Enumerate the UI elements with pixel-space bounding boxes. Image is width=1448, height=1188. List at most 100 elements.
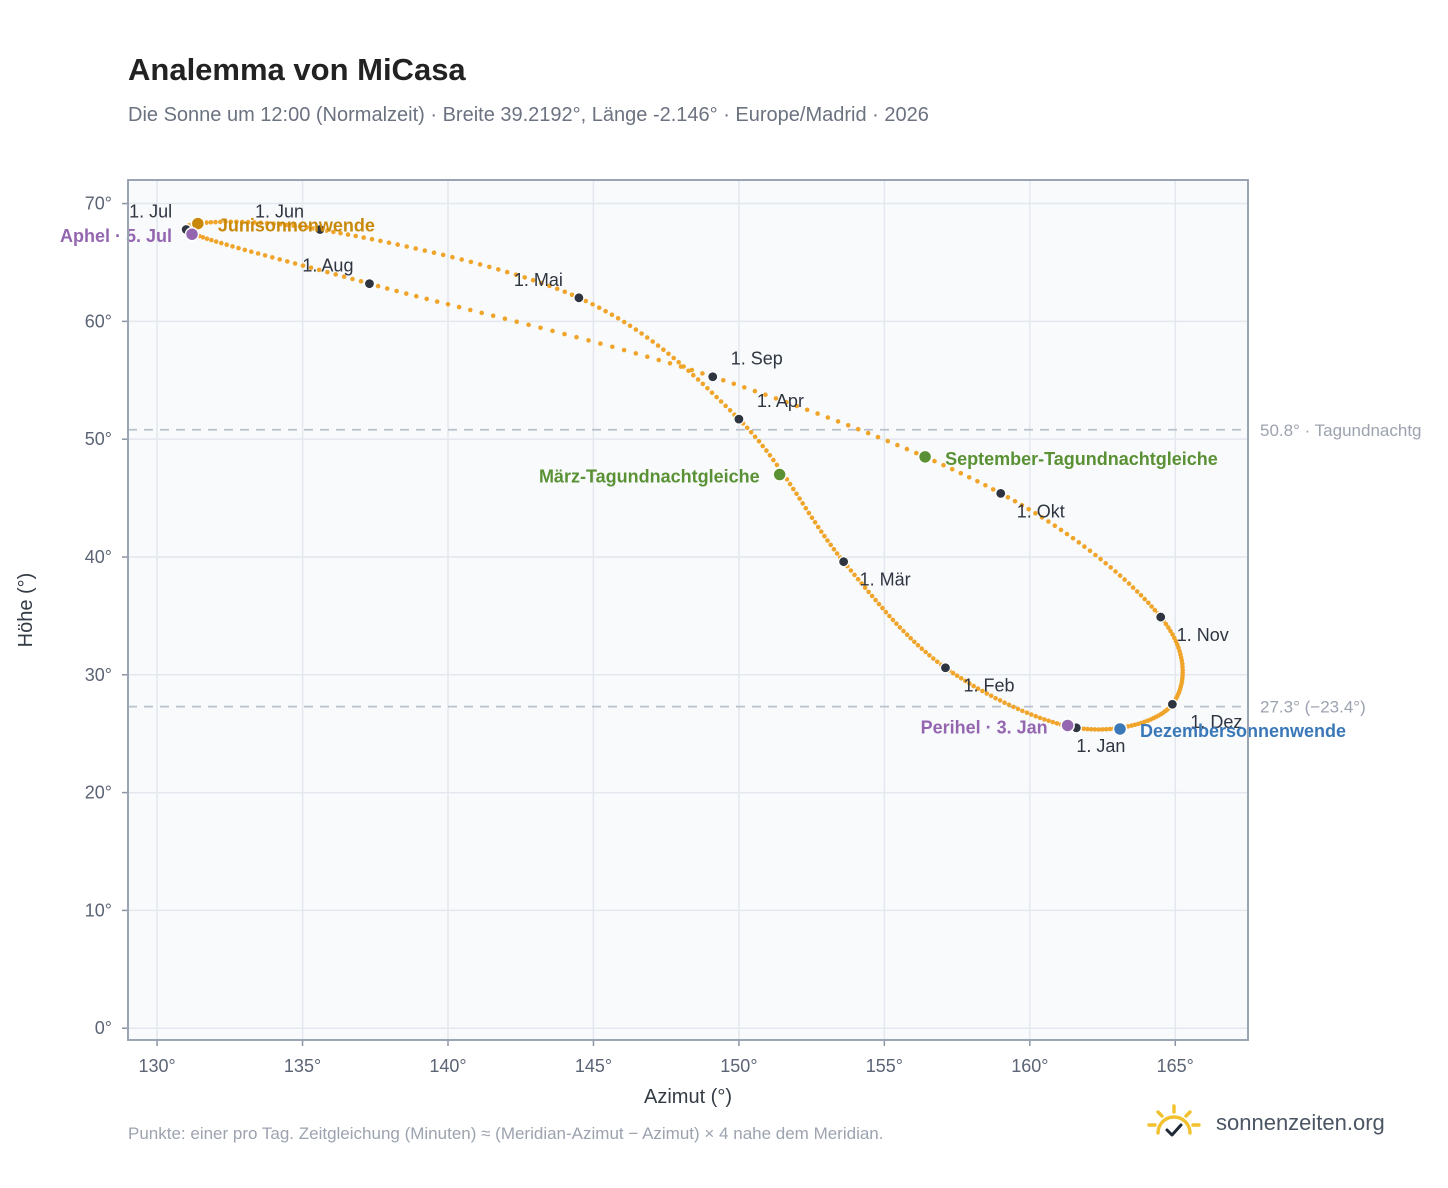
daily-point xyxy=(988,693,994,699)
daily-point xyxy=(700,381,706,387)
daily-point xyxy=(1033,511,1038,516)
daily-point xyxy=(219,240,224,246)
month-markers: 1. Jan 1. Feb 1. Mär 1. Apr 1. Mai 1. Jun 1. J… xyxy=(129,201,1242,755)
daily-point xyxy=(562,289,568,295)
daily-point xyxy=(271,221,276,226)
daily-point xyxy=(378,238,383,244)
daily-point xyxy=(723,403,728,409)
daily-point xyxy=(1152,607,1158,613)
daily-point xyxy=(213,219,218,225)
daily-point xyxy=(931,656,936,661)
daily-point xyxy=(876,601,882,607)
daily-point xyxy=(1039,515,1045,520)
month-label: 1. Okt xyxy=(1017,501,1065,521)
daily-point xyxy=(700,371,705,376)
daily-point xyxy=(1033,713,1038,719)
daily-point xyxy=(880,605,885,611)
month-marker xyxy=(1155,611,1167,623)
daily-point xyxy=(530,277,536,283)
daily-point xyxy=(331,229,336,235)
daily-point xyxy=(1093,552,1098,558)
axes: 130° 135° 140° 145° 150° 155° 160° 165° 0° 10° 20°… xyxy=(85,179,1249,1076)
daily-point xyxy=(966,475,972,480)
daily-point xyxy=(413,246,419,251)
daily-point xyxy=(671,355,676,361)
event-markers: Junisonnenwende Dezembersonnenwende März-T… xyxy=(60,216,1346,741)
daily-point xyxy=(1037,715,1043,721)
daily-point xyxy=(815,411,820,416)
daily-point xyxy=(825,415,831,420)
daily-point xyxy=(691,372,696,378)
daily-point xyxy=(304,225,310,230)
daily-point xyxy=(1052,523,1058,528)
event-label: März-Tagundnachtgleiche xyxy=(539,467,760,487)
daily-point xyxy=(794,491,799,497)
daily-point xyxy=(927,653,932,658)
daily-point xyxy=(477,262,483,267)
daily-point xyxy=(284,222,290,228)
daily-point xyxy=(434,299,440,304)
daily-point xyxy=(678,364,684,369)
daily-point xyxy=(1142,596,1147,602)
daily-point xyxy=(908,636,913,641)
daily-point xyxy=(650,339,655,344)
y-axis-label: Höhe (°) xyxy=(15,573,37,648)
event-label: Dezembersonnenwende xyxy=(1140,721,1346,741)
daily-point xyxy=(633,327,639,332)
daily-point xyxy=(228,219,234,225)
daily-point xyxy=(258,220,264,226)
daily-point xyxy=(695,377,701,382)
month-marker xyxy=(314,223,326,236)
x-tick-label: 165° xyxy=(1157,1056,1194,1076)
daily-point xyxy=(904,632,910,637)
daily-point xyxy=(496,267,501,272)
daily-point xyxy=(639,331,644,336)
daily-point xyxy=(1130,585,1136,590)
daily-point xyxy=(815,524,821,530)
daily-point xyxy=(915,643,921,648)
daily-point xyxy=(1081,726,1087,732)
daily-point xyxy=(831,547,837,552)
daily-point xyxy=(627,323,633,329)
daily-point xyxy=(794,403,800,409)
daily-point xyxy=(468,259,474,265)
daily-point xyxy=(218,219,223,225)
daily-point xyxy=(590,302,595,307)
daily-point xyxy=(862,585,868,590)
daily-point xyxy=(752,434,758,440)
daily-point xyxy=(502,316,508,322)
daily-point xyxy=(1104,726,1109,732)
daily-point xyxy=(200,235,206,240)
brand[interactable]: sonnenzeiten.org xyxy=(1146,1100,1385,1146)
daily-point xyxy=(644,335,650,340)
daily-point xyxy=(645,354,650,360)
daily-point xyxy=(204,236,210,241)
daily-point xyxy=(774,462,780,468)
month-label: 1. Jun xyxy=(255,201,304,221)
daily-point xyxy=(353,233,359,239)
daily-point xyxy=(621,347,627,353)
daily-point xyxy=(316,267,322,273)
daily-point xyxy=(950,670,956,676)
month-marker xyxy=(1166,698,1178,710)
daily-point xyxy=(812,520,818,525)
daily-point xyxy=(1020,708,1025,714)
daily-point xyxy=(522,275,527,280)
daily-point xyxy=(1134,589,1140,594)
footnote: Punkte: einer pro Tag. Zeitgleichung (Mi… xyxy=(128,1124,884,1143)
daily-point xyxy=(954,673,960,678)
month-marker xyxy=(939,662,952,674)
daily-point xyxy=(1170,632,1175,637)
daily-point xyxy=(1096,727,1102,732)
daily-point xyxy=(901,628,906,634)
daily-point xyxy=(895,442,900,448)
y-tick-label: 50° xyxy=(85,429,112,449)
daily-point xyxy=(213,239,219,244)
daily-point xyxy=(855,576,861,582)
daily-point xyxy=(1088,727,1094,732)
daily-point xyxy=(1026,506,1031,512)
month-label: 1. Mai xyxy=(514,270,563,290)
daily-point xyxy=(1002,700,1007,705)
month-marker xyxy=(573,292,585,304)
x-tick-label: 160° xyxy=(1011,1056,1048,1076)
